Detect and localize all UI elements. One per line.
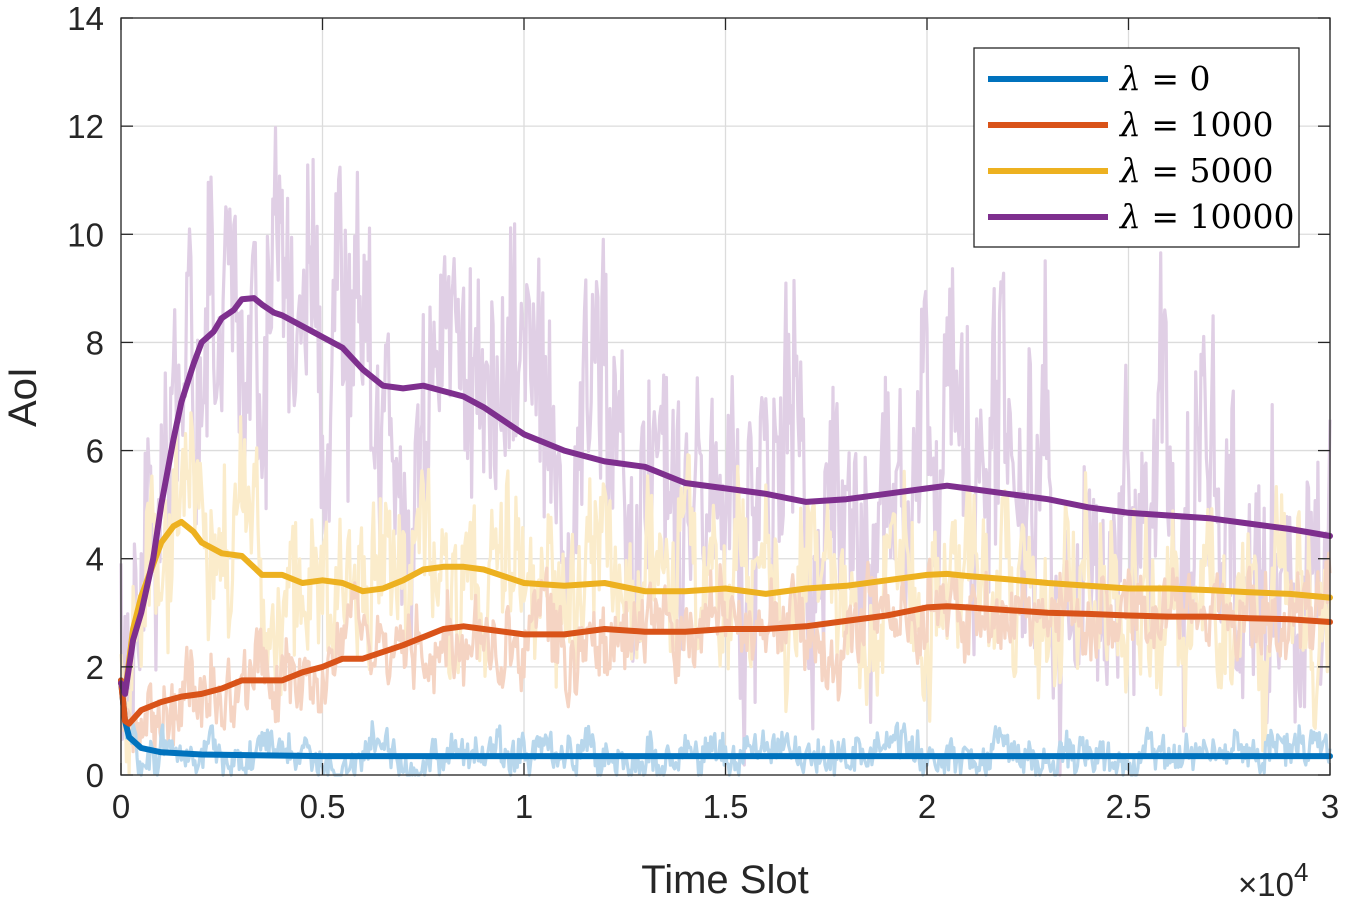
y-tick-label: 8 [86, 324, 104, 361]
axis-tick-labels: 0 0.5 1 1.5 2 2.5 3 0 2 4 6 8 10 12 14 [67, 0, 1339, 825]
x-exponent-label: ×104 [1238, 857, 1308, 903]
series-line-1 [118, 603, 1333, 727]
y-tick-label: 4 [86, 541, 104, 578]
x-tick-label: 1 [515, 788, 533, 825]
legend-lambda-value: = 5000 [1141, 151, 1274, 190]
x-tick-label: 2.5 [1106, 788, 1152, 825]
series-line-2 [118, 518, 1333, 697]
legend-lambda-value: = 1000 [1141, 105, 1274, 144]
y-tick-label: 2 [86, 649, 104, 686]
x-tick-label: 0.5 [300, 788, 346, 825]
legend-label-2: λ = 5000 [1118, 151, 1274, 190]
series-line-3 [118, 295, 1333, 697]
legend-label-0: λ = 0 [1118, 59, 1211, 98]
series-noise-trace-1 [119, 551, 1332, 762]
y-tick-label: 6 [86, 433, 104, 470]
x-axis-title: Time Slot [641, 858, 808, 902]
series-lines-layer [118, 295, 1333, 760]
y-tick-label: 0 [86, 757, 104, 794]
legend-label-3: λ = 10000 [1118, 197, 1295, 236]
axis-ticks [120, 17, 1331, 776]
y-axis-title: AoI [1, 367, 45, 427]
legend-lambda-symbol: λ [1118, 151, 1141, 190]
svg-text:×104: ×104 [1238, 857, 1308, 903]
x-tick-label: 3 [1321, 788, 1339, 825]
legend-lambda-symbol: λ [1118, 59, 1141, 98]
series-line-0 [118, 677, 1333, 760]
legend-label-1: λ = 1000 [1118, 105, 1274, 144]
x-exponent-power: 4 [1294, 857, 1308, 887]
x-exponent-base: ×10 [1238, 866, 1294, 903]
y-tick-label: 12 [67, 108, 104, 145]
x-tick-label: 1.5 [703, 788, 749, 825]
legend-lambda-value: = 0 [1141, 59, 1211, 98]
legend-lambda-symbol: λ [1118, 197, 1141, 236]
x-tick-label: 0 [112, 788, 130, 825]
legend-lambda-symbol: λ [1118, 105, 1141, 144]
series-noise-trace-3 [119, 125, 1332, 777]
y-tick-label: 10 [67, 216, 104, 253]
x-tick-label: 2 [918, 788, 936, 825]
legend-lambda-value: = 10000 [1141, 197, 1295, 236]
y-tick-label: 14 [67, 0, 104, 37]
